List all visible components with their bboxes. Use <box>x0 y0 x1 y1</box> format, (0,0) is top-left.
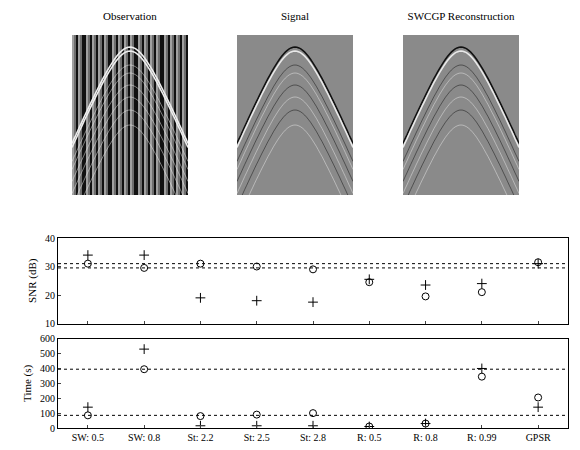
svg-text:500: 500 <box>40 348 55 359</box>
svg-text:Signal: Signal <box>281 10 309 22</box>
svg-text:St: 2.5: St: 2.5 <box>244 432 270 443</box>
svg-text:St: 2.2: St: 2.2 <box>187 432 213 443</box>
svg-text:600: 600 <box>40 333 55 344</box>
svg-text:R: 0.8: R: 0.8 <box>413 432 437 443</box>
svg-text:R: 0.5: R: 0.5 <box>357 432 381 443</box>
svg-text:SNR (dB): SNR (dB) <box>26 258 39 303</box>
svg-text:Observation: Observation <box>103 10 157 22</box>
svg-text:R: 0.99: R: 0.99 <box>467 432 496 443</box>
svg-text:400: 400 <box>40 363 55 374</box>
svg-text:300: 300 <box>40 378 55 389</box>
svg-text:0: 0 <box>50 423 55 434</box>
svg-text:100: 100 <box>40 408 55 419</box>
svg-text:40: 40 <box>45 233 55 244</box>
svg-text:Time (s): Time (s) <box>21 364 34 402</box>
svg-text:20: 20 <box>45 290 55 301</box>
svg-text:SW: 0.5: SW: 0.5 <box>72 432 104 443</box>
svg-text:St: 2.8: St: 2.8 <box>300 432 326 443</box>
svg-text:10: 10 <box>45 318 55 329</box>
svg-text:SW: 0.8: SW: 0.8 <box>128 432 160 443</box>
svg-text:30: 30 <box>45 261 55 272</box>
svg-text:SWCGP Reconstruction: SWCGP Reconstruction <box>408 10 515 22</box>
svg-text:200: 200 <box>40 393 55 404</box>
svg-text:GPSR: GPSR <box>526 432 551 443</box>
